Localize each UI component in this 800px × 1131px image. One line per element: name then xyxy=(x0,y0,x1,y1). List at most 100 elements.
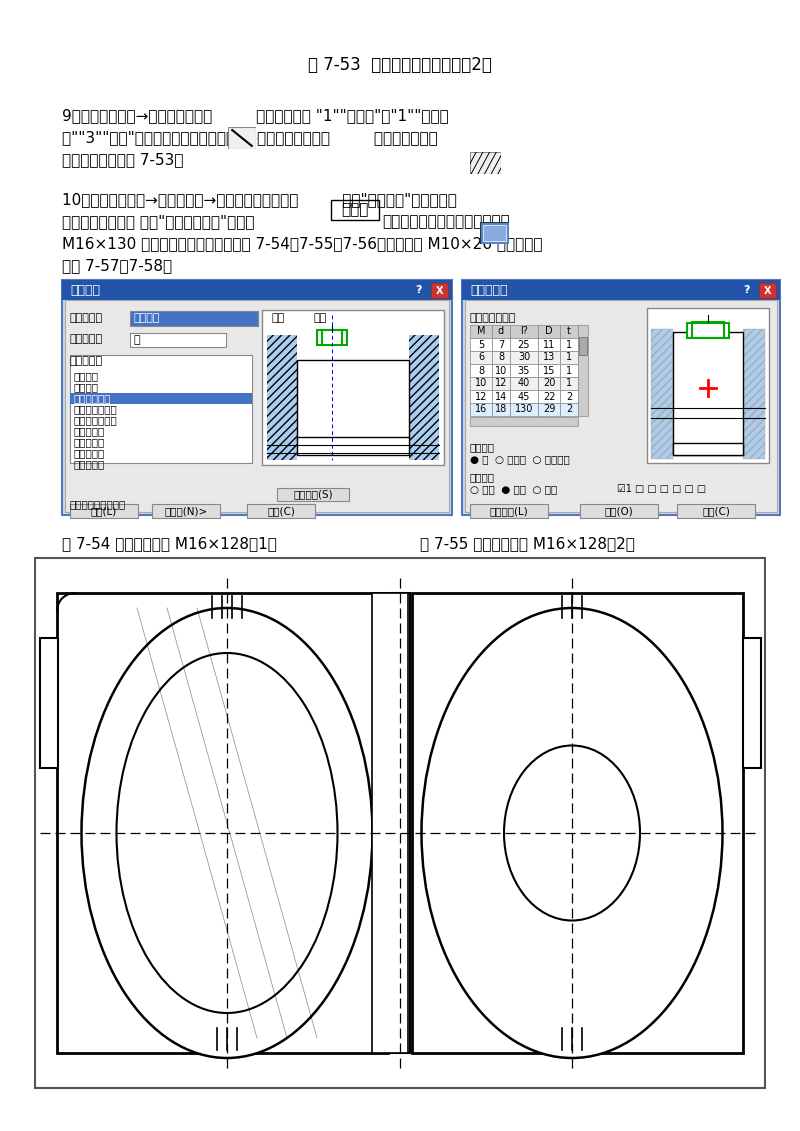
Text: 130: 130 xyxy=(515,405,533,414)
Bar xyxy=(560,403,578,416)
Bar xyxy=(409,335,439,460)
Text: 取消(C): 取消(C) xyxy=(702,506,730,516)
Text: 45: 45 xyxy=(518,391,530,402)
Text: 相于内螺纹: 相于内螺纹 xyxy=(74,426,106,437)
Text: ● 关  ○ 尺寸值  ○ 尺寸类量: ● 关 ○ 尺寸值 ○ 尺寸类量 xyxy=(470,454,570,464)
Text: 20: 20 xyxy=(543,379,555,389)
Bar xyxy=(579,337,587,355)
Bar xyxy=(687,323,729,338)
Text: 10、点击【绘图】→【库操作】→【提取图符】或图标         ，在"提取图符"对话框，选: 10、点击【绘图】→【库操作】→【提取图符】或图标 ，在"提取图符"对话框，选 xyxy=(62,192,457,207)
Text: 图符预处理: 图符预处理 xyxy=(470,284,507,296)
Bar xyxy=(492,377,510,390)
Bar xyxy=(462,280,780,300)
Bar xyxy=(560,338,578,351)
Text: 相牙外螺纹: 相牙外螺纹 xyxy=(74,449,106,458)
Bar xyxy=(510,364,538,377)
Text: d: d xyxy=(498,327,504,337)
Text: 图 7-53  插入油标和放油螺栓（2）: 图 7-53 插入油标和放油螺栓（2） xyxy=(308,57,492,74)
Text: 【常用图形】中的 孔】"六角螺钉沉孔"，点击: 【常用图形】中的 孔】"六角螺钉沉孔"，点击 xyxy=(62,214,254,228)
Bar xyxy=(470,364,492,377)
Text: 6: 6 xyxy=(478,353,484,363)
Bar xyxy=(465,300,777,512)
Bar xyxy=(65,300,449,512)
Text: 提取图符: 提取图符 xyxy=(70,284,100,296)
Text: 确定(O): 确定(O) xyxy=(605,506,634,516)
Text: 图符列表：: 图符列表： xyxy=(70,356,103,366)
Bar xyxy=(492,338,510,351)
Bar xyxy=(470,417,578,426)
Text: 内六角螺钉沉孔: 内六角螺钉沉孔 xyxy=(74,405,118,414)
Text: 15: 15 xyxy=(543,365,555,375)
Text: 螺纹盲孔: 螺纹盲孔 xyxy=(74,371,99,381)
Bar xyxy=(130,333,226,347)
Text: 图 7-55 六角螺钉沉孔 M16×128（2）: 图 7-55 六角螺钉沉孔 M16×128（2） xyxy=(420,536,635,551)
Bar xyxy=(510,325,538,338)
Text: X: X xyxy=(436,286,444,296)
Bar xyxy=(267,335,297,460)
Text: 细牙内螺纹: 细牙内螺纹 xyxy=(74,438,106,448)
Bar xyxy=(538,377,560,390)
Text: 检索：六角螺钉沉孔: 检索：六角螺钉沉孔 xyxy=(70,499,126,509)
Bar xyxy=(492,364,510,377)
Bar xyxy=(743,329,765,459)
Bar xyxy=(35,558,765,1088)
Bar xyxy=(70,392,252,404)
Text: 16: 16 xyxy=(475,405,487,414)
Bar xyxy=(492,325,510,338)
Bar xyxy=(560,325,578,338)
Text: 图符处理: 图符处理 xyxy=(470,472,495,482)
Bar xyxy=(492,351,510,364)
Bar xyxy=(538,364,560,377)
Text: 图符小类：: 图符小类： xyxy=(70,334,103,344)
Ellipse shape xyxy=(422,608,722,1057)
Text: 取消(C): 取消(C) xyxy=(267,506,295,516)
Ellipse shape xyxy=(117,653,338,1013)
Text: 1: 1 xyxy=(566,339,572,349)
Bar xyxy=(470,377,492,390)
Bar xyxy=(510,390,538,403)
Text: ○ 打散  ● 消隐  ○ 原态: ○ 打散 ● 消隐 ○ 原态 xyxy=(470,484,558,494)
Bar xyxy=(510,338,538,351)
Bar xyxy=(470,390,492,403)
Bar xyxy=(578,325,588,416)
Bar xyxy=(412,593,743,1053)
Bar xyxy=(673,333,743,455)
Bar xyxy=(492,390,510,403)
Bar xyxy=(560,351,578,364)
Text: 开始检索(S): 开始检索(S) xyxy=(293,489,333,499)
Bar xyxy=(247,504,315,518)
Text: 10: 10 xyxy=(495,365,507,375)
Bar xyxy=(759,283,776,297)
Bar xyxy=(62,280,452,515)
Text: 1: 1 xyxy=(566,365,572,375)
Bar xyxy=(538,338,560,351)
Text: 按钮，拖动滚动条，选择其中的: 按钮，拖动滚动条，选择其中的 xyxy=(382,214,510,228)
Bar xyxy=(492,403,510,416)
Ellipse shape xyxy=(82,608,373,1057)
Bar xyxy=(538,351,560,364)
Text: 图符大类：: 图符大类： xyxy=(70,313,103,323)
Text: 13: 13 xyxy=(543,353,555,363)
Bar xyxy=(462,280,780,515)
Bar xyxy=(277,487,349,501)
Text: 11: 11 xyxy=(543,339,555,349)
Bar xyxy=(372,593,408,1053)
Text: 5: 5 xyxy=(478,339,484,349)
Text: 35: 35 xyxy=(518,365,530,375)
Text: 局部剖面线。见图 7-53。: 局部剖面线。见图 7-53。 xyxy=(62,152,183,167)
Bar xyxy=(538,325,560,338)
Text: 尺寸规格选择：: 尺寸规格选择： xyxy=(470,313,516,323)
Text: 下一步: 下一步 xyxy=(342,202,369,217)
Text: ?: ? xyxy=(744,285,750,295)
Text: t: t xyxy=(567,327,571,337)
Bar xyxy=(470,403,492,416)
Text: 图 7-54 六角螺钉沉孔 M16×128（1）: 图 7-54 六角螺钉沉孔 M16×128（1） xyxy=(62,536,277,551)
FancyBboxPatch shape xyxy=(331,200,379,221)
Text: D: D xyxy=(545,327,553,337)
Bar xyxy=(470,351,492,364)
Text: 细牙外螺纹: 细牙外螺纹 xyxy=(74,459,106,469)
Text: 圆柱头螺钉沉孔: 圆柱头螺钉沉孔 xyxy=(74,415,118,425)
Bar xyxy=(297,437,409,455)
Text: 孔: 孔 xyxy=(134,335,141,345)
Bar xyxy=(510,377,538,390)
